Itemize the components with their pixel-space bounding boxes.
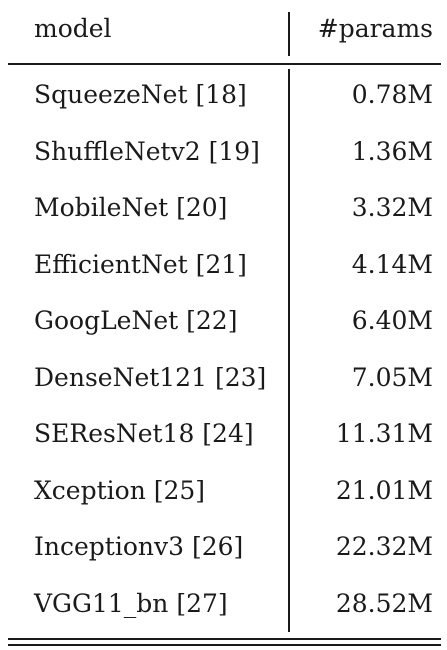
params-cell: 4.14M — [351, 249, 433, 279]
table-row: SqueezeNet [18] 0.78M — [0, 69, 447, 126]
model-cell: ShuffleNetv2 [19] — [34, 136, 260, 166]
params-cell: 21.01M — [335, 475, 433, 505]
header-model: model — [34, 14, 112, 43]
table-row: Xception [25] 21.01M — [0, 465, 447, 522]
table-body: SqueezeNet [18] 0.78M ShuffleNetv2 [19] … — [0, 69, 447, 634]
model-cell: EfficientNet [21] — [34, 249, 247, 279]
params-cell: 11.31M — [335, 419, 433, 448]
params-cell: 6.40M — [351, 306, 433, 335]
model-cell: SqueezeNet [18] — [34, 80, 247, 109]
params-cell: 3.32M — [351, 193, 433, 222]
model-cell: GoogLeNet [22] — [34, 306, 238, 335]
model-cell: SEResNet18 [24] — [34, 419, 254, 448]
params-cell: 0.78M — [351, 80, 433, 109]
table-row: ShuffleNetv2 [19] 1.36M — [0, 126, 447, 183]
params-cell: 1.36M — [351, 136, 433, 166]
model-cell: VGG11_bn [27] — [34, 588, 228, 618]
column-divider-body — [288, 69, 290, 632]
table-row: SEResNet18 [24] 11.31M — [0, 408, 447, 465]
table-row: GoogLeNet [22] 6.40M — [0, 295, 447, 352]
params-cell: 22.32M — [335, 532, 433, 561]
header-params: #params — [317, 14, 433, 43]
model-cell: Inceptionv3 [26] — [34, 532, 244, 561]
footer-rule-top — [8, 638, 441, 640]
table-row: VGG11_bn [27] 28.52M — [0, 578, 447, 635]
footer-rule-bottom — [8, 644, 441, 646]
params-cell: 28.52M — [335, 588, 433, 618]
table-row: MobileNet [20] 3.32M — [0, 182, 447, 239]
model-cell: Xception [25] — [34, 475, 206, 505]
table-row: DenseNet121 [23] 7.05M — [0, 352, 447, 409]
model-cell: MobileNet [20] — [34, 193, 228, 222]
header-rule — [8, 63, 441, 65]
model-cell: DenseNet121 [23] — [34, 362, 267, 392]
params-cell: 7.05M — [351, 362, 433, 392]
column-divider-header — [288, 12, 290, 56]
table-row: Inceptionv3 [26] 22.32M — [0, 521, 447, 578]
table-row: EfficientNet [21] 4.14M — [0, 239, 447, 296]
